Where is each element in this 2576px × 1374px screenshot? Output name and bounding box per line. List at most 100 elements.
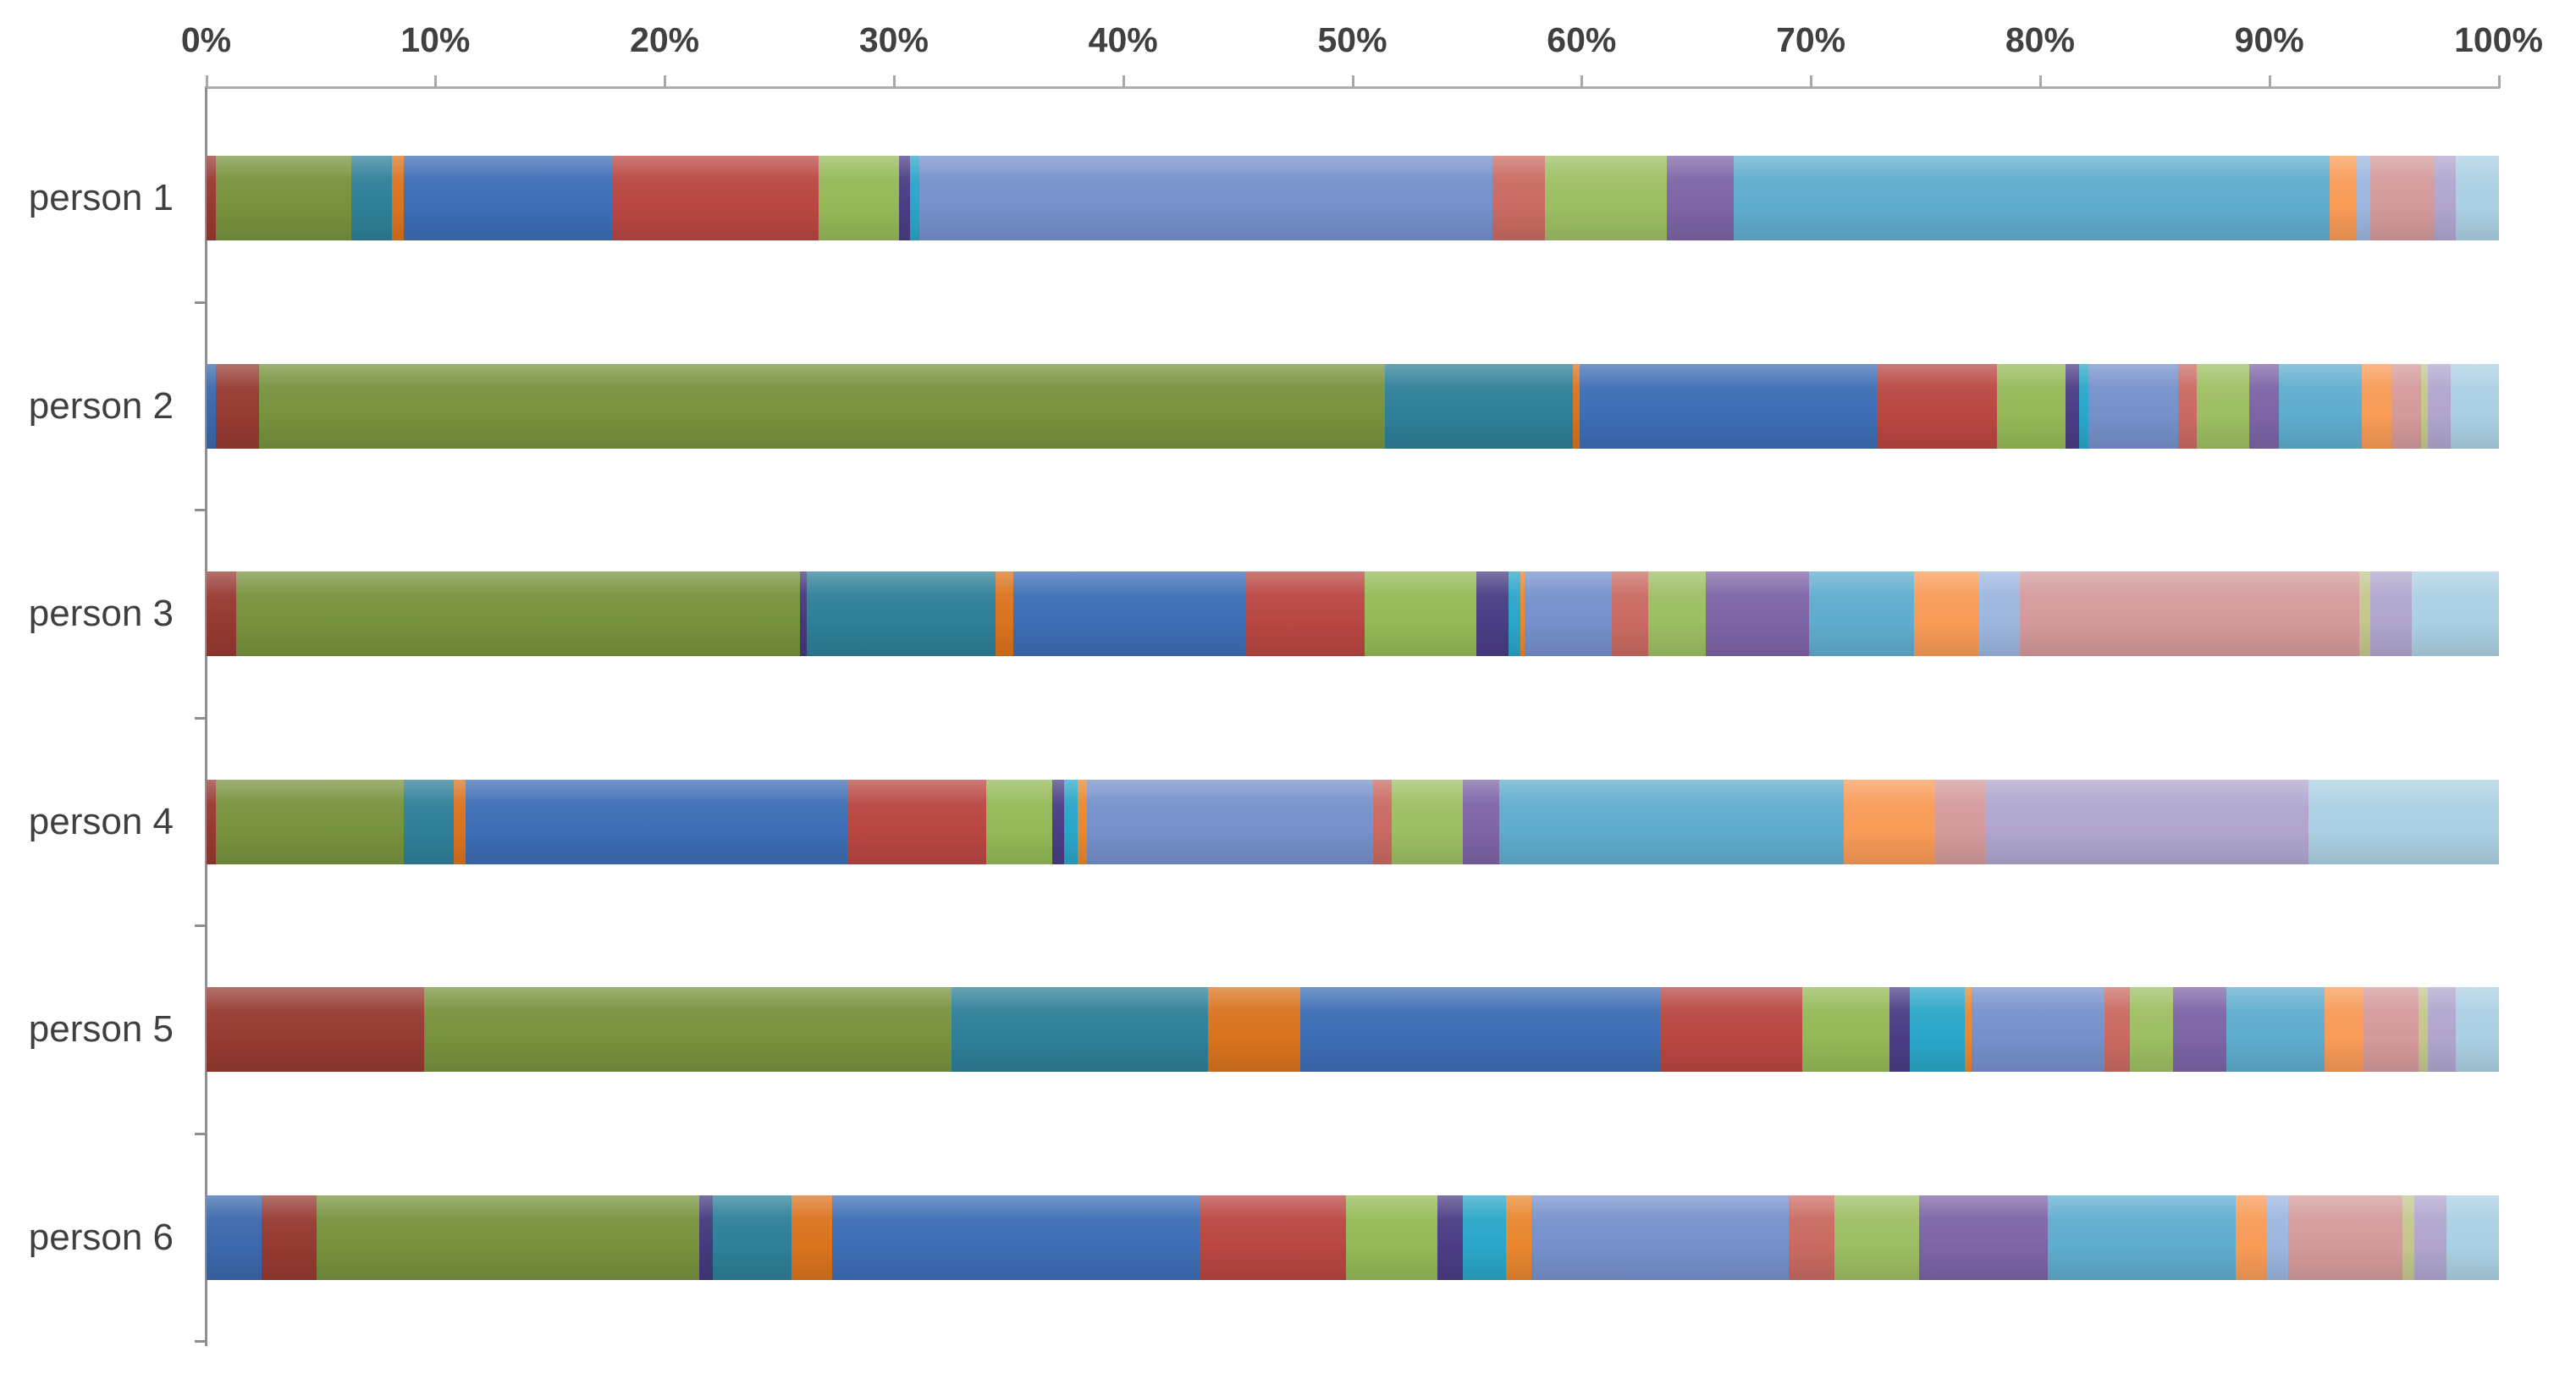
x-axis-tick — [434, 75, 438, 88]
x-axis-tick — [1122, 75, 1125, 88]
y-axis-tick — [195, 924, 206, 927]
bar-segment-segment-14 — [2178, 363, 2197, 449]
bar-segment-segment-15 — [1392, 779, 1463, 864]
bar-segment-segment-13 — [1087, 779, 1373, 864]
bar-segment-segment-03 — [216, 156, 351, 240]
bar-segment-segment-07 — [1300, 987, 1660, 1072]
stacked-bar — [207, 1195, 2499, 1280]
bar-segment-segment-05 — [404, 779, 454, 864]
x-axis-tick — [2497, 75, 2501, 88]
x-axis-tick — [2268, 75, 2271, 88]
bar-segment-segment-18 — [2236, 1195, 2267, 1280]
bar-segment-segment-08 — [1245, 571, 1365, 656]
y-axis-tick — [195, 1132, 206, 1135]
bar-segment-segment-19 — [2267, 1195, 2288, 1280]
bar-segment-segment-09 — [1997, 363, 2066, 449]
bar-segment-segment-14 — [1373, 779, 1392, 864]
bar-segment-segment-17 — [2226, 987, 2325, 1072]
bar-segment-segment-21 — [2402, 1195, 2414, 1280]
bar-segment-segment-16 — [1919, 1195, 2048, 1280]
x-axis-tick-label: 0% — [180, 20, 232, 59]
bar-segment-segment-13 — [1531, 1195, 1789, 1280]
stacked-bar — [207, 156, 2499, 240]
stacked-bar — [207, 779, 2499, 864]
x-axis-tick — [664, 75, 667, 88]
bar-segment-segment-02 — [207, 987, 424, 1072]
bar-segment-segment-12 — [1520, 571, 1525, 656]
bar-segment-segment-20 — [2364, 987, 2419, 1072]
bar-segment-segment-11 — [2079, 363, 2088, 449]
bar-segment-segment-19 — [1978, 571, 2020, 656]
bar-segment-segment-23 — [2308, 779, 2499, 864]
bar-segment-segment-18 — [1914, 571, 1978, 656]
bar-segment-segment-20 — [1935, 779, 1985, 864]
bar-segment-segment-13 — [1972, 987, 2104, 1072]
bar-segment-segment-03 — [236, 571, 800, 656]
bar-segment-segment-14 — [1492, 156, 1545, 240]
bar-segment-segment-06 — [1208, 987, 1300, 1072]
bar-segment-segment-07 — [832, 1195, 1200, 1280]
bar-segment-segment-11 — [1509, 571, 1520, 656]
x-axis-tick — [1351, 75, 1354, 88]
bar-segment-segment-12 — [1506, 1195, 1531, 1280]
bar-segment-segment-09 — [1346, 1195, 1437, 1280]
y-axis-tick — [195, 509, 206, 511]
bar-segment-segment-09 — [1365, 571, 1476, 656]
bar-segment-segment-21 — [2421, 363, 2428, 449]
bar-segment-segment-05 — [1385, 363, 1573, 449]
bar-segment-segment-10 — [1889, 987, 1910, 1072]
bar-segment-segment-07 — [1013, 571, 1245, 656]
bar-segment-segment-18 — [2325, 987, 2364, 1072]
bar-segment-segment-03 — [317, 1195, 699, 1280]
bar-segment-segment-20 — [2288, 1195, 2402, 1280]
bar-segment-segment-06 — [1573, 363, 1580, 449]
bar-segment-segment-08 — [612, 156, 819, 240]
bar-segment-segment-22 — [2428, 363, 2451, 449]
x-axis-tick-label: 30% — [858, 20, 929, 59]
bar-segment-segment-13 — [2088, 363, 2178, 449]
bar-segment-segment-13 — [919, 156, 1492, 240]
category-label: person 1 — [28, 176, 174, 218]
bar-segment-segment-14 — [1789, 1195, 1834, 1280]
x-axis-tick — [2038, 75, 2042, 88]
x-axis-tick-label: 50% — [1317, 20, 1387, 59]
x-axis-tick-label: 20% — [630, 20, 700, 59]
bar-segment-segment-15 — [1834, 1195, 1919, 1280]
bar-segment-segment-06 — [792, 1195, 832, 1280]
bar-segment-segment-03 — [424, 987, 952, 1072]
x-axis-tick — [1810, 75, 1813, 88]
bar-segment-segment-04 — [699, 1195, 713, 1280]
x-axis-tick-label: 10% — [400, 20, 471, 59]
bar-segment-segment-07 — [404, 156, 612, 240]
bar-segment-segment-11 — [1064, 779, 1078, 864]
bar-segment-segment-09 — [819, 156, 899, 240]
bar-segment-segment-02 — [207, 571, 236, 656]
bar-segment-segment-05 — [807, 571, 996, 656]
bar-segment-segment-06 — [996, 571, 1013, 656]
x-axis-tick-label: 40% — [1088, 20, 1158, 59]
bar-segment-segment-04 — [800, 571, 807, 656]
bar-segment-segment-16 — [1667, 156, 1734, 240]
bar-segment-segment-17 — [2279, 363, 2362, 449]
bar-segment-segment-08 — [848, 779, 986, 864]
bar-segment-segment-18 — [2362, 363, 2391, 449]
bar-segment-segment-18 — [2330, 156, 2357, 240]
bar-segment-segment-13 — [1525, 571, 1612, 656]
bar-segment-segment-08 — [1200, 1195, 1346, 1280]
bar-segment-segment-22 — [2435, 156, 2456, 240]
bar-segment-segment-15 — [2197, 363, 2249, 449]
x-axis-tick — [205, 75, 208, 88]
stacked-bar — [207, 571, 2499, 656]
bar-segment-segment-20 — [2020, 571, 2359, 656]
bar-segment-segment-15 — [1545, 156, 1667, 240]
bar-segment-segment-06 — [454, 779, 466, 864]
bar-segment-segment-10 — [899, 156, 910, 240]
bar-segment-segment-12 — [1965, 987, 1972, 1072]
x-axis-tick-label: 100% — [2454, 20, 2543, 59]
category-label: person 2 — [28, 384, 174, 427]
x-axis-tick-label: 70% — [1776, 20, 1846, 59]
y-axis-line — [205, 86, 207, 1346]
bar-segment-segment-01 — [207, 1195, 262, 1280]
bar-segment-segment-08 — [1660, 987, 1802, 1072]
bar-segment-segment-09 — [1802, 987, 1889, 1072]
